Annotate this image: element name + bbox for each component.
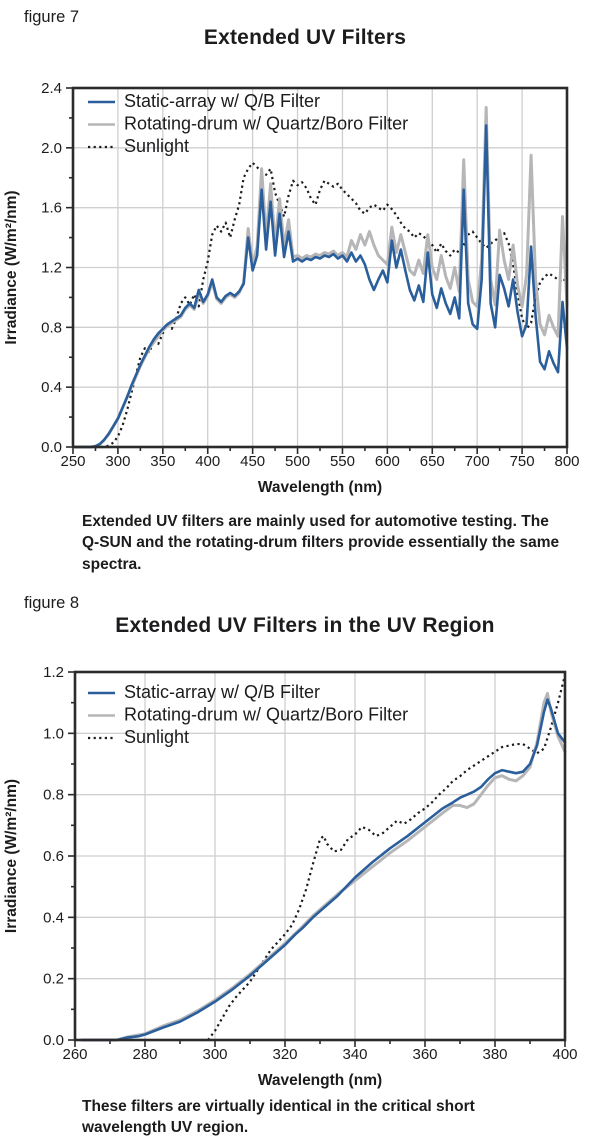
- y-tick-label: 0.2: [43, 971, 64, 988]
- x-tick-label: 700: [465, 453, 490, 470]
- series-rotating-drum-w-quartz-boro-filter: [71, 105, 569, 449]
- legend-label: Sunlight: [124, 727, 189, 747]
- y-tick-label: 1.6: [41, 200, 62, 217]
- x-tick-label: 500: [285, 453, 310, 470]
- x-tick-label: 360: [412, 1046, 437, 1063]
- legend: Static-array w/ Q/B Filter Rotating-drum …: [88, 682, 408, 747]
- tick-labels: 260 280 300 320 340 360 380 400 0.0 0.2 0.4 0.6 0.8 1…: [43, 664, 577, 1063]
- y-tick-label: 0.8: [43, 787, 64, 804]
- x-tick-label: 600: [375, 453, 400, 470]
- legend-label: Static-array w/ Q/B Filter: [124, 91, 320, 111]
- x-axis-label: Wavelength (nm): [258, 1072, 382, 1089]
- x-tick-label: 350: [150, 453, 175, 470]
- legend-label: Rotating-drum w/ Quartz/Boro Filter: [124, 705, 408, 725]
- x-tick-label: 320: [272, 1046, 297, 1063]
- x-tick-label: 400: [195, 453, 220, 470]
- legend-item-rotating-drum-w-quartz-boro-filter: Rotating-drum w/ Quartz/Boro Filter: [88, 705, 408, 725]
- x-tick-label: 300: [202, 1046, 227, 1063]
- y-tick-label: 0.4: [41, 379, 62, 396]
- x-tick-label: 750: [510, 453, 535, 470]
- tick-labels: 250 300 350 400 450 500 550 600 650 700 750 800 0.0 0…: [41, 80, 579, 470]
- figure8-title: Extended UV Filters in the UV Region: [115, 614, 495, 637]
- legend-item-static-array-w-q-b-filter: Static-array w/ Q/B Filter: [88, 91, 320, 111]
- legend-item-rotating-drum-w-quartz-boro-filter: Rotating-drum w/ Quartz/Boro Filter: [88, 114, 408, 134]
- legend: Static-array w/ Q/B Filter Rotating-drum …: [88, 91, 408, 156]
- legend-label: Rotating-drum w/ Quartz/Boro Filter: [124, 114, 408, 134]
- y-tick-label: 2.0: [41, 140, 62, 157]
- plot-frame: [73, 670, 567, 1042]
- x-tick-label: 550: [330, 453, 355, 470]
- y-tick-label: 0.0: [41, 439, 62, 456]
- legend-label: Static-array w/ Q/B Filter: [124, 682, 320, 702]
- x-tick-label: 260: [62, 1046, 87, 1063]
- figure7-chart: 250 300 350 400 450 500 550 600 650 700 750 800 0.0 0…: [3, 80, 580, 496]
- x-tick-label: 800: [554, 453, 579, 470]
- y-tick-label: 0.0: [43, 1032, 64, 1049]
- y-tick-label: 1.2: [41, 260, 62, 277]
- legend-label: Sunlight: [124, 136, 189, 156]
- series-sunlight: [73, 161, 568, 449]
- x-tick-label: 300: [105, 453, 130, 470]
- x-tick-label: 280: [132, 1046, 157, 1063]
- figure8-chart: 260 280 300 320 340 360 380 400 0.0 0.2 0.4 0.6 0.8 1…: [3, 664, 578, 1089]
- figure7-title: Extended UV Filters: [203, 26, 407, 49]
- series-group: [80, 674, 567, 1042]
- series-group: [71, 105, 569, 449]
- figure8-label: figure 8: [24, 594, 80, 612]
- x-tick-label: 650: [420, 453, 445, 470]
- y-axis-label: Irradiance (W/m²/nm): [3, 190, 20, 344]
- legend-item-sunlight: Sunlight: [88, 136, 189, 156]
- series-sunlight: [207, 674, 567, 1041]
- figure7-label: figure 7: [24, 8, 80, 26]
- y-tick-label: 1.0: [43, 725, 64, 742]
- y-tick-label: 2.4: [41, 80, 62, 97]
- x-tick-label: 380: [482, 1046, 507, 1063]
- y-axis-label: Irradiance (W/m²/nm): [3, 779, 20, 933]
- axis-ticks: [66, 87, 568, 454]
- series-static-array-w-q-b-filter: [71, 124, 569, 449]
- grid: [75, 672, 565, 1040]
- legend-item-static-array-w-q-b-filter: Static-array w/ Q/B Filter: [88, 682, 320, 702]
- x-tick-label: 400: [552, 1046, 577, 1063]
- x-tick-label: 250: [60, 453, 85, 470]
- x-axis-label: Wavelength (nm): [258, 479, 382, 496]
- x-tick-label: 450: [240, 453, 265, 470]
- y-tick-label: 0.8: [41, 319, 62, 336]
- series-rotating-drum-w-quartz-boro-filter: [80, 691, 567, 1042]
- x-tick-label: 340: [342, 1046, 367, 1063]
- y-tick-label: 1.2: [43, 664, 64, 681]
- series-static-array-w-q-b-filter: [80, 698, 567, 1042]
- figure7-caption: Extended UV filters are mainly used for …: [82, 513, 560, 573]
- plot-frame: [71, 86, 569, 449]
- y-tick-label: 0.4: [43, 909, 64, 926]
- legend-item-sunlight: Sunlight: [88, 727, 189, 747]
- figure8-caption: These filters are virtually identical in…: [82, 1098, 475, 1137]
- y-tick-label: 0.6: [43, 848, 64, 865]
